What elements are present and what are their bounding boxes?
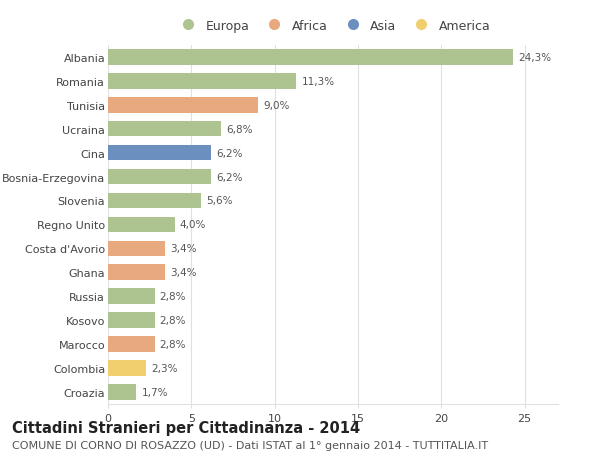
Text: 6,2%: 6,2% [217, 172, 243, 182]
Legend: Europa, Africa, Asia, America: Europa, Africa, Asia, America [175, 20, 491, 33]
Text: COMUNE DI CORNO DI ROSAZZO (UD) - Dati ISTAT al 1° gennaio 2014 - TUTTITALIA.IT: COMUNE DI CORNO DI ROSAZZO (UD) - Dati I… [12, 440, 488, 450]
Bar [108, 193, 202, 209]
Bar [108, 360, 146, 376]
Text: 2,8%: 2,8% [160, 339, 186, 349]
Bar [108, 217, 175, 233]
Bar [108, 289, 155, 304]
Bar [108, 169, 211, 185]
Bar [108, 241, 164, 257]
Text: 3,4%: 3,4% [170, 268, 196, 278]
Text: 5,6%: 5,6% [206, 196, 233, 206]
Text: 9,0%: 9,0% [263, 101, 289, 111]
Text: 6,8%: 6,8% [226, 124, 253, 134]
Bar [108, 50, 513, 66]
Bar [108, 98, 258, 113]
Text: 2,8%: 2,8% [160, 315, 186, 325]
Bar [108, 313, 155, 328]
Text: 11,3%: 11,3% [301, 77, 334, 87]
Text: 2,3%: 2,3% [151, 363, 178, 373]
Bar [108, 384, 136, 400]
Text: 24,3%: 24,3% [518, 53, 551, 63]
Text: Cittadini Stranieri per Cittadinanza - 2014: Cittadini Stranieri per Cittadinanza - 2… [12, 420, 360, 435]
Bar [108, 122, 221, 137]
Text: 1,7%: 1,7% [142, 387, 168, 397]
Text: 3,4%: 3,4% [170, 244, 196, 254]
Text: 2,8%: 2,8% [160, 291, 186, 302]
Text: 4,0%: 4,0% [179, 220, 206, 230]
Bar [108, 336, 155, 352]
Bar [108, 146, 211, 161]
Bar [108, 74, 296, 90]
Text: 6,2%: 6,2% [217, 148, 243, 158]
Bar [108, 265, 164, 280]
